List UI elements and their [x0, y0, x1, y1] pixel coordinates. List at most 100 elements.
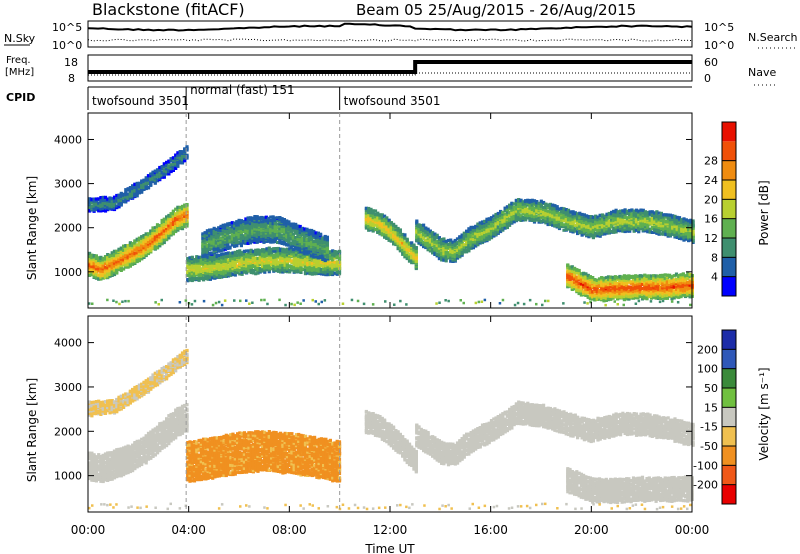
echo-cell [169, 225, 173, 229]
echo-cell [276, 225, 280, 229]
echo-cell [264, 215, 268, 219]
echo-cell [135, 246, 139, 250]
echo-cell [88, 254, 92, 259]
echo-cell [199, 267, 203, 271]
echo-cell [267, 249, 271, 253]
echo-cell [226, 235, 230, 239]
echo-cell [185, 215, 189, 219]
echo-cell [165, 166, 169, 170]
echo-cell [220, 267, 224, 271]
echo-cell [160, 170, 164, 174]
echo-cell [283, 267, 287, 271]
echo-cell [144, 180, 148, 184]
echo-cell [149, 179, 153, 183]
echo-cell [140, 238, 144, 242]
echo-cell [174, 229, 178, 234]
echo-cell [178, 220, 182, 224]
echo-cell [263, 248, 267, 252]
echo-cell [217, 261, 222, 265]
echo-cell [151, 228, 155, 233]
beam-date-title: Beam 05 25/Aug/2015 - 26/Aug/2015 [356, 1, 636, 19]
echo-cell [135, 254, 139, 258]
echo-cell [135, 249, 139, 253]
echo-cell [230, 221, 234, 225]
echo-cell [99, 273, 103, 277]
echo-cell [174, 207, 178, 211]
echo-cell [115, 196, 119, 200]
nsky-panel: N.Sky 10^5 10^0 10^5 10^0 N.Search [4, 20, 798, 52]
echo-cell [251, 268, 255, 272]
echo-cell [106, 203, 110, 207]
echo-cell [260, 264, 265, 268]
echo-cell [266, 216, 271, 220]
echo-cell [273, 237, 277, 241]
echo-cell [128, 249, 132, 253]
echo-cell [245, 266, 249, 270]
echo-cell [253, 216, 257, 220]
echo-cell [158, 226, 162, 230]
echo-cell [298, 227, 302, 231]
echo-cell [298, 230, 302, 234]
echo-cell [315, 268, 319, 272]
echo-cell [224, 261, 228, 265]
echo-cell [280, 226, 284, 230]
echo-cell [186, 272, 190, 276]
echo-cell [92, 257, 96, 261]
echo-cell [298, 232, 302, 237]
echo-cell [231, 258, 235, 262]
echo-cell [303, 265, 308, 270]
echo-cell [333, 271, 337, 275]
echo-cell [244, 217, 248, 221]
echo-cell [244, 223, 248, 228]
echo-cell [300, 237, 305, 241]
echo-cell [223, 236, 228, 240]
echo-cell [260, 260, 265, 264]
echo-cell [246, 234, 250, 238]
echo-cell [122, 267, 126, 271]
echo-cell [211, 268, 215, 272]
nsearch-trace [87, 38, 693, 42]
echo-cell [283, 261, 287, 265]
echo-cell [201, 244, 205, 248]
echo-cell [92, 270, 96, 275]
echo-cell [285, 262, 289, 266]
echo-cell [190, 263, 194, 267]
echo-cell [331, 257, 335, 261]
echo-cell [101, 208, 105, 213]
echo-cell [199, 273, 203, 277]
echo-cell [212, 226, 216, 230]
echo-cell [260, 220, 264, 224]
echo-cell [319, 267, 323, 271]
echo-cell [239, 221, 243, 225]
echo-cell [101, 197, 105, 201]
echo-cell [278, 235, 282, 239]
echo-cell [229, 268, 233, 272]
echo-cell [274, 260, 278, 264]
echo-cell [97, 273, 101, 277]
echo-cell [331, 255, 335, 259]
echo-cell [297, 262, 301, 266]
echo-cell [271, 226, 275, 230]
echo-cell [271, 230, 275, 234]
echo-cell [242, 256, 246, 260]
echo-cell [257, 218, 262, 222]
echo-cell [228, 239, 232, 243]
echo-cell [135, 188, 139, 193]
echo-cell [101, 204, 105, 208]
echo-cell [174, 221, 178, 226]
echo-cell [97, 197, 101, 201]
echo-cell [223, 233, 228, 237]
echo-cell [262, 231, 266, 235]
echo-cell [228, 245, 232, 249]
echo-cell [174, 216, 178, 220]
echo-cell [313, 265, 317, 269]
echo-cell [255, 215, 259, 219]
echo-cell [142, 251, 146, 255]
echo-cell [162, 217, 166, 221]
echo-cell [90, 197, 94, 201]
echo-cell [88, 268, 92, 272]
echo-cell [254, 258, 258, 263]
echo-cell [263, 253, 267, 257]
echo-cell [315, 263, 319, 267]
